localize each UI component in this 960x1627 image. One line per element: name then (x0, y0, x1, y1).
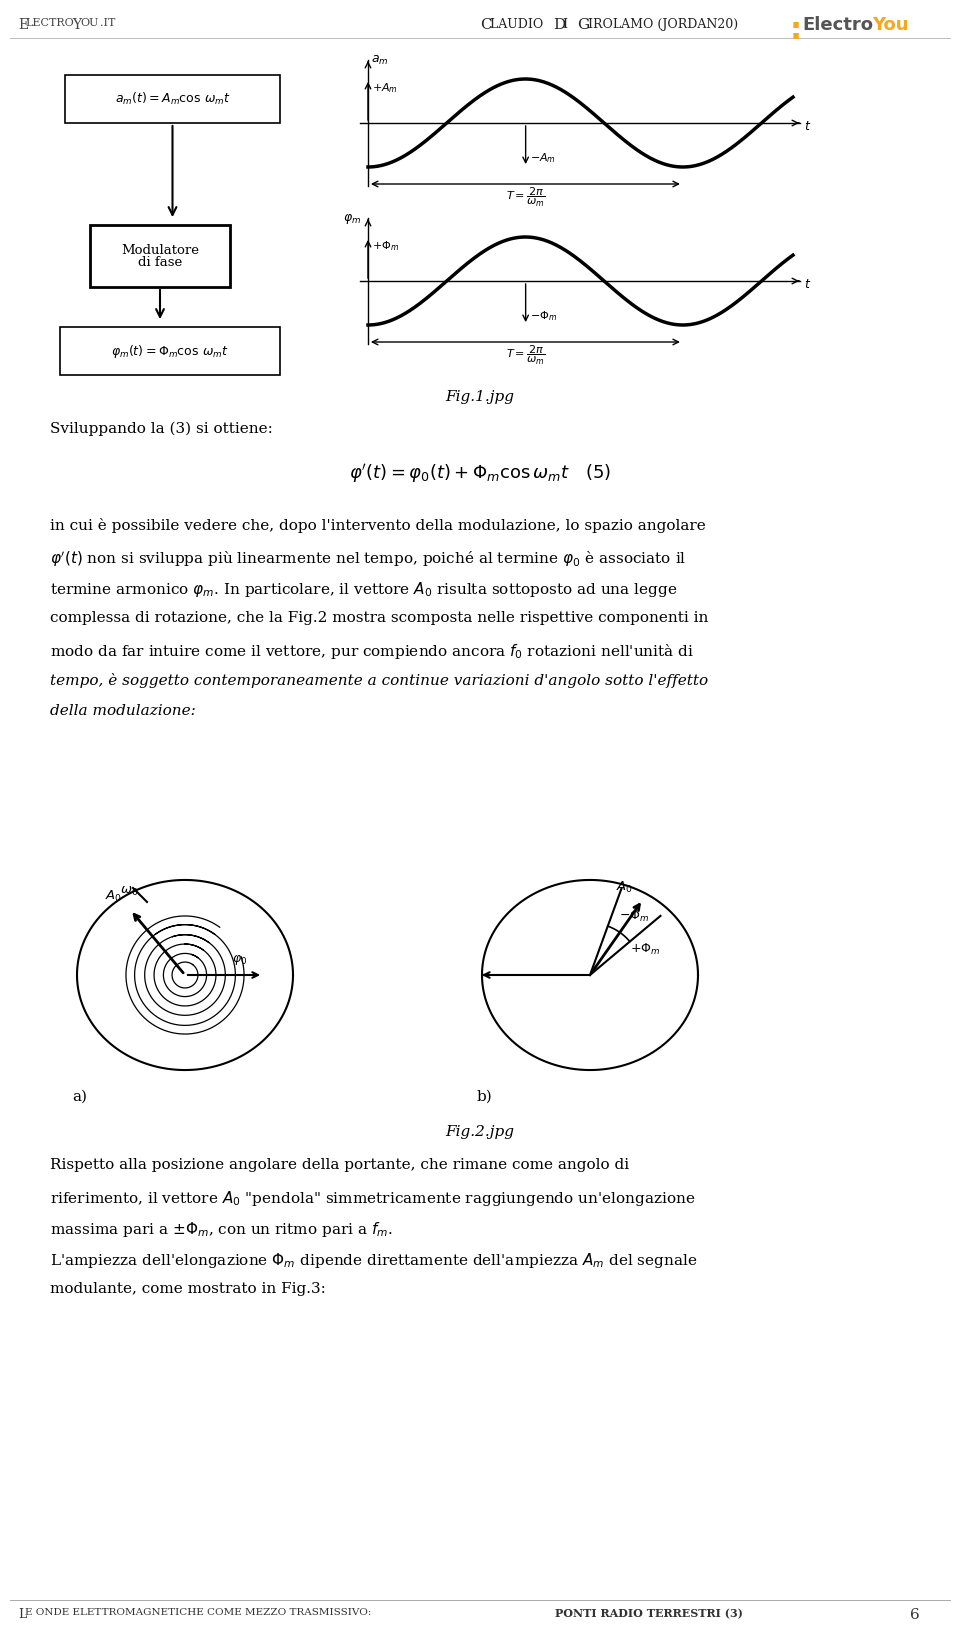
Text: $\varphi_0$: $\varphi_0$ (232, 953, 248, 966)
Text: $a_m$: $a_m$ (371, 54, 389, 67)
Text: .IT: .IT (100, 18, 115, 28)
Bar (90, 225, 230, 286)
Text: $A_0$: $A_0$ (106, 888, 122, 905)
Text: L: L (18, 1607, 26, 1620)
Text: $A_0$: $A_0$ (615, 880, 633, 895)
Text: $\varphi_m(t) = \Phi_m \cos\, \omega_m t$: $\varphi_m(t) = \Phi_m \cos\, \omega_m t… (111, 343, 228, 360)
Text: You: You (872, 16, 908, 34)
Text: Rispetto alla posizione angolare della portante, che rimane come angolo di: Rispetto alla posizione angolare della p… (50, 1158, 629, 1171)
Text: Y: Y (72, 18, 82, 33)
Text: $t$: $t$ (804, 119, 811, 132)
Text: C: C (480, 18, 492, 33)
Text: $-A_m$: $-A_m$ (530, 151, 556, 164)
Text: $a_m(t) = A_m \cos\, \omega_m t$: $a_m(t) = A_m \cos\, \omega_m t$ (114, 91, 230, 107)
Text: LECTRO: LECTRO (25, 18, 74, 28)
Text: E ONDE ELETTROMAGNETICHE COME MEZZO TRASMISSIVO:: E ONDE ELETTROMAGNETICHE COME MEZZO TRAS… (25, 1607, 374, 1617)
Text: Sviluppando la (3) si ottiene:: Sviluppando la (3) si ottiene: (50, 421, 273, 436)
Text: $\varphi_m$: $\varphi_m$ (343, 212, 361, 226)
Text: $T=\dfrac{2\pi}{\omega_m}$: $T=\dfrac{2\pi}{\omega_m}$ (506, 343, 545, 368)
Text: $-\Phi_m$: $-\Phi_m$ (619, 909, 649, 924)
Text: $-\Phi_m$: $-\Phi_m$ (530, 309, 557, 324)
Text: modulante, come mostrato in Fig.3:: modulante, come mostrato in Fig.3: (50, 1282, 325, 1297)
Text: Fig.1.jpg: Fig.1.jpg (445, 390, 515, 403)
Text: termine armonico $\varphi_m$. In particolare, il vettore $A_0$ risulta sottopost: termine armonico $\varphi_m$. In partico… (50, 579, 678, 599)
Text: di fase: di fase (138, 255, 182, 268)
Text: OU: OU (80, 18, 98, 28)
Text: $+A_m$: $+A_m$ (372, 81, 398, 94)
Text: PONTI RADIO TERRESTRI (3): PONTI RADIO TERRESTRI (3) (555, 1607, 743, 1619)
Text: b): b) (477, 1090, 492, 1105)
Text: 6: 6 (910, 1607, 920, 1622)
Text: in cui è possibile vedere che, dopo l'intervento della modulazione, lo spazio an: in cui è possibile vedere che, dopo l'in… (50, 517, 706, 534)
Text: LAUDIO: LAUDIO (490, 18, 547, 31)
Bar (65, 75, 280, 124)
Text: $T=\dfrac{2\pi}{\omega_m}$: $T=\dfrac{2\pi}{\omega_m}$ (506, 185, 545, 210)
Text: Electro: Electro (802, 16, 873, 34)
Text: massima pari a $\pm\Phi_m$, con un ritmo pari a $f_m$.: massima pari a $\pm\Phi_m$, con un ritmo… (50, 1220, 393, 1240)
Text: G: G (577, 18, 589, 33)
Text: complessa di rotazione, che la Fig.2 mostra scomposta nelle rispettive component: complessa di rotazione, che la Fig.2 mos… (50, 612, 708, 625)
Bar (60, 327, 280, 374)
Text: $+\Phi_m$: $+\Phi_m$ (372, 239, 399, 252)
Text: :: : (790, 16, 803, 46)
Text: $\omega_0$: $\omega_0$ (120, 885, 138, 898)
Text: Modulatore: Modulatore (121, 244, 199, 257)
Text: L'ampiezza dell'elongazione $\Phi_m$ dipende direttamente dell'ampiezza $A_m$ de: L'ampiezza dell'elongazione $\Phi_m$ dip… (50, 1251, 697, 1271)
Text: D: D (553, 18, 565, 33)
Text: I: I (563, 18, 572, 31)
Text: riferimento, il vettore $A_0$ "pendola" simmetricamente raggiungendo un'elongazi: riferimento, il vettore $A_0$ "pendola" … (50, 1189, 696, 1207)
Text: $\varphi'(t)$ non si sviluppa più linearmente nel tempo, poiché al termine $\var: $\varphi'(t)$ non si sviluppa più linear… (50, 548, 686, 568)
Text: a): a) (72, 1090, 87, 1105)
Text: $+\Phi_m$: $+\Phi_m$ (630, 942, 660, 957)
Text: E: E (18, 18, 28, 33)
Text: modo da far intuire come il vettore, pur compiendo ancora $f_0$ rotazioni nell'u: modo da far intuire come il vettore, pur… (50, 643, 694, 661)
Text: Fig.2.jpg: Fig.2.jpg (445, 1124, 515, 1139)
Text: $t$: $t$ (804, 278, 811, 291)
Text: tempo, è soggetto contemporaneamente a continue variazioni d'angolo sotto l'effe: tempo, è soggetto contemporaneamente a c… (50, 674, 708, 688)
Text: $\varphi'(t) = \varphi_0(t) + \Phi_m \cos\omega_m t \quad (5)$: $\varphi'(t) = \varphi_0(t) + \Phi_m \co… (348, 462, 612, 485)
Text: della modulazione:: della modulazione: (50, 704, 196, 718)
Text: IROLAMO (JORDAN20): IROLAMO (JORDAN20) (588, 18, 738, 31)
